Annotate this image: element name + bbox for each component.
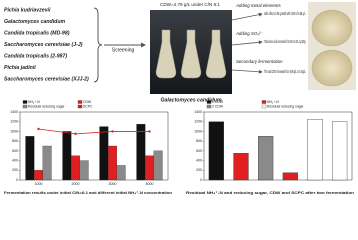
condition: CDW=4.79 g/L under C/N 6:1 (160, 2, 220, 7)
point (37, 127, 40, 131)
legend-swatch (261, 100, 267, 104)
bar (233, 153, 249, 181)
y-tick-label: 600 (12, 149, 18, 153)
y-tick-label: 800 (12, 139, 18, 143)
bar (79, 160, 89, 181)
y-tick-label: 0 (200, 178, 202, 182)
line (38, 128, 150, 135)
bar (307, 119, 323, 181)
dish (311, 49, 353, 87)
legend-label: Residual reducing sugar (28, 104, 65, 108)
bracket (93, 7, 103, 83)
y-tick-label: 1400 (10, 110, 18, 114)
branch-action: Adding metal elements (235, 3, 281, 8)
legend-label: Residual reducing sugar (267, 104, 304, 108)
branch-result: The total CDW increased from 6.88 g/L to… (264, 69, 306, 74)
bar (145, 155, 154, 181)
flasks (155, 29, 227, 79)
strain: Saccharomyces cerevisiae (J-J) (4, 42, 83, 48)
x-tick-label: 2000 (72, 182, 80, 186)
bar (116, 165, 126, 181)
legend-swatch (206, 100, 212, 104)
x-tick-label: 4000 (146, 182, 154, 186)
branch-result: Little effect on the growth with CDW of … (264, 11, 306, 16)
bar (34, 170, 43, 181)
point (148, 130, 151, 133)
bar (62, 131, 72, 181)
chart-caption: Residual NH₄⁺-N and reducing sugar, CDW … (186, 190, 355, 195)
strain: Candida tropicalis (2-987) (4, 53, 67, 59)
y-tick-label: 400 (196, 158, 202, 162)
legend-swatch (261, 104, 267, 109)
x-tick-label: 3000 (109, 182, 117, 186)
bar (42, 145, 52, 181)
bar (71, 155, 80, 181)
legend-swatch (22, 100, 28, 104)
screening-label: Screening (112, 47, 135, 53)
strain: Candida tropicalis (MD-98) (4, 30, 70, 36)
legend-label: SCPC (83, 104, 93, 108)
y-tick-label: 1400 (194, 110, 202, 114)
strain: Saccharomyces cerevisiae (XJJ-2) (4, 76, 89, 82)
branch-action: Adding SO₄²⁻ (235, 31, 263, 36)
point (74, 132, 77, 136)
y-tick-label: 200 (196, 168, 202, 172)
legend-swatch (206, 104, 212, 109)
y-tick-label: 400 (12, 158, 18, 162)
y-tick-label: 600 (196, 149, 202, 153)
legend-swatch (77, 104, 83, 109)
y-tick-label: 1000 (194, 129, 202, 133)
bar (332, 121, 348, 181)
photo-caption: Galactomyces candidum (160, 97, 222, 103)
chart-caption: Fermentation results under initial C/N=6… (4, 190, 173, 195)
branch-action: Secondary fermentation (236, 59, 283, 64)
bar (99, 126, 109, 181)
graphical-abstract: Pichia kudriavzevii Galactomyces candidum… (4, 2, 356, 195)
bar (108, 145, 117, 181)
branch-result: Total amino acids increased from 38.6 to… (264, 39, 306, 44)
bar (282, 172, 298, 181)
y-tick-label: 1200 (194, 120, 202, 124)
legend-label: 1 CDW (212, 100, 224, 104)
bar (136, 123, 146, 181)
bar (208, 121, 224, 181)
legend-label: NH₄⁺-N (267, 100, 279, 104)
y-tick-label: 0 (16, 178, 18, 182)
y-tick-label: 1200 (10, 120, 18, 124)
legend-label: NH₄⁺-N (28, 100, 40, 104)
y-tick-label: 800 (196, 139, 202, 143)
strain: Galactomyces candidum (4, 19, 66, 25)
dish (311, 9, 353, 47)
legend-label: CDW (83, 100, 92, 104)
bar (153, 150, 163, 181)
x-tick-label: 1000 (35, 182, 43, 186)
point (111, 130, 114, 133)
plot-frame (203, 111, 353, 181)
bar (258, 136, 274, 181)
branch-arrows (231, 12, 263, 74)
legend-swatch (22, 104, 28, 109)
plot-frame (19, 111, 169, 181)
bar (25, 136, 35, 181)
legend-label: 2 CDW (212, 104, 224, 108)
legend-swatch (77, 100, 83, 104)
y-tick-label: 1000 (10, 129, 18, 133)
strain: Pichia kudriavzevii (4, 7, 51, 13)
y-tick-label: 200 (12, 168, 18, 172)
strain: Pichia jadinii (4, 65, 36, 71)
